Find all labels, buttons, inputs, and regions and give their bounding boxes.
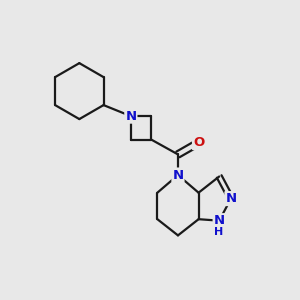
Text: O: O bbox=[193, 136, 204, 149]
Text: N: N bbox=[172, 169, 184, 182]
Text: N: N bbox=[225, 192, 236, 205]
Text: N: N bbox=[214, 214, 225, 227]
Text: H: H bbox=[214, 227, 223, 237]
Text: N: N bbox=[125, 110, 136, 123]
